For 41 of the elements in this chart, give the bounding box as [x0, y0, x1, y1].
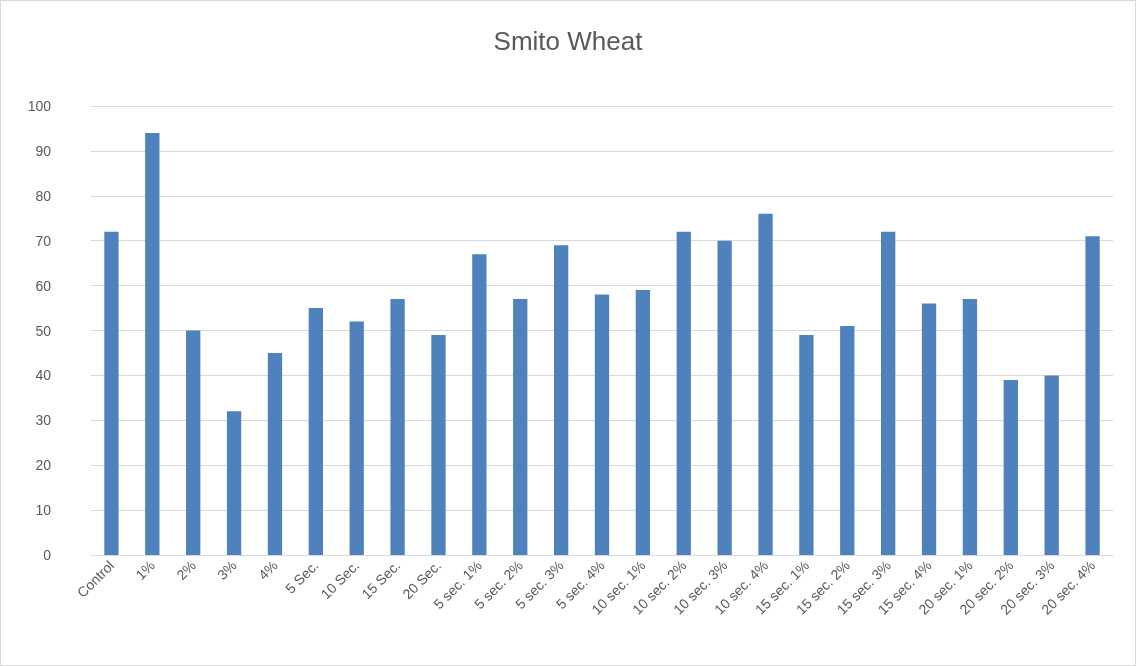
- bar: [594, 294, 610, 555]
- x-tick-label: 3%: [214, 557, 240, 583]
- bar: [758, 213, 773, 555]
- bar: [799, 334, 814, 555]
- y-tick-label: 50: [35, 322, 52, 339]
- y-tick-label: 40: [35, 367, 52, 384]
- x-tick-label: 2%: [173, 557, 199, 583]
- y-tick-label: 60: [35, 277, 52, 294]
- bar: [308, 308, 323, 555]
- y-tick-label: 80: [35, 187, 52, 204]
- y-tick-label: 20: [35, 457, 52, 474]
- y-tick-label: 90: [35, 142, 52, 159]
- bar: [104, 231, 119, 555]
- bar: [921, 303, 937, 555]
- x-tick-label: 1%: [132, 557, 158, 583]
- bar: [676, 231, 691, 555]
- bar: [472, 254, 487, 555]
- bar: [186, 330, 201, 555]
- bar: [1003, 379, 1018, 555]
- bar: [635, 290, 651, 555]
- bar: [881, 231, 896, 555]
- bar: [513, 299, 528, 555]
- y-tick-label: 10: [35, 502, 52, 519]
- bar: [1044, 375, 1059, 555]
- bar: [553, 245, 569, 555]
- bar: [431, 334, 446, 555]
- bar: [267, 352, 283, 555]
- chart-title: Smito Wheat: [493, 26, 644, 56]
- y-tick-label: 0: [43, 547, 52, 563]
- bar: [1085, 236, 1100, 555]
- bar: [145, 132, 160, 555]
- y-tick-label: 100: [27, 98, 52, 114]
- y-tick-label: 70: [35, 232, 52, 249]
- bar: [840, 326, 855, 555]
- bar: [349, 321, 364, 555]
- bar: [717, 240, 732, 555]
- bar: [390, 299, 405, 555]
- bar: [226, 411, 242, 555]
- x-tick-label: 4%: [255, 557, 281, 583]
- bar: [962, 299, 978, 555]
- y-tick-label: 30: [35, 412, 52, 429]
